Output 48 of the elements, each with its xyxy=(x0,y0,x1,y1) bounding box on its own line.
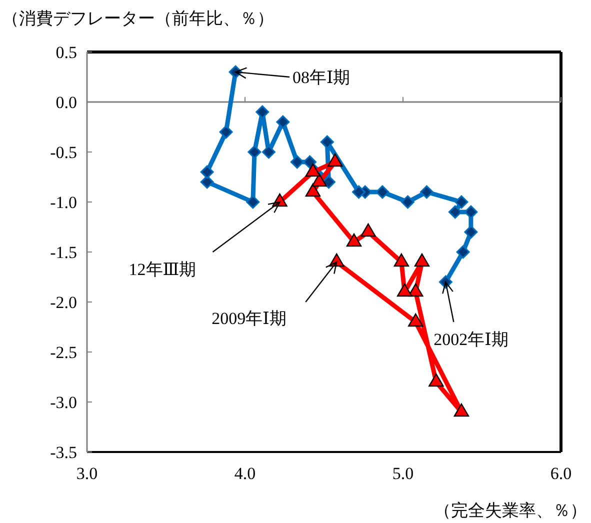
annotation: 08年Ⅰ期 xyxy=(292,68,350,87)
x-tick-label: 4.0 xyxy=(234,464,256,483)
point xyxy=(276,115,290,129)
point xyxy=(360,223,376,237)
point xyxy=(262,145,276,159)
point xyxy=(290,155,304,169)
point xyxy=(219,125,233,139)
y-tick-label: -1.5 xyxy=(50,243,77,262)
y-tick-label: -2.0 xyxy=(50,293,77,312)
y-tick-label: -2.5 xyxy=(50,343,77,362)
point xyxy=(454,403,470,417)
annotation: 2009年Ⅰ期 xyxy=(212,309,286,328)
point xyxy=(303,155,317,169)
y-tick-label: 0.5 xyxy=(56,43,77,62)
y-tick-label: -3.5 xyxy=(50,443,77,462)
point xyxy=(456,245,470,259)
annotation: 2002年Ⅰ期 xyxy=(434,330,508,349)
y-axis-title: （消費デフレーター（前年比、％） xyxy=(2,9,274,28)
point xyxy=(246,195,260,209)
point xyxy=(394,253,410,267)
point xyxy=(454,195,468,209)
point xyxy=(420,185,434,199)
point xyxy=(408,313,424,327)
annotation: 12年Ⅲ期 xyxy=(128,260,196,279)
point xyxy=(320,135,334,149)
point xyxy=(464,225,478,239)
y-tick-label: 0.0 xyxy=(56,93,77,112)
point xyxy=(346,233,362,247)
x-tick-label: 6.0 xyxy=(550,464,572,483)
point xyxy=(464,205,478,219)
point xyxy=(414,253,430,267)
x-tick-label: 3.0 xyxy=(76,464,98,483)
x-tick-label: 5.0 xyxy=(392,464,414,483)
point xyxy=(376,185,390,199)
point xyxy=(408,283,424,297)
point xyxy=(396,283,412,297)
point xyxy=(352,185,366,199)
point xyxy=(256,105,270,119)
point xyxy=(248,145,262,159)
point xyxy=(428,373,444,387)
point xyxy=(200,165,214,179)
y-tick-label: -3.0 xyxy=(50,393,77,412)
point xyxy=(448,205,462,219)
point xyxy=(400,195,414,209)
x-axis-title: （完全失業率、％） xyxy=(434,501,587,520)
point xyxy=(200,175,214,189)
y-tick-label: -0.5 xyxy=(50,143,77,162)
y-tick-label: -1.0 xyxy=(50,193,77,212)
